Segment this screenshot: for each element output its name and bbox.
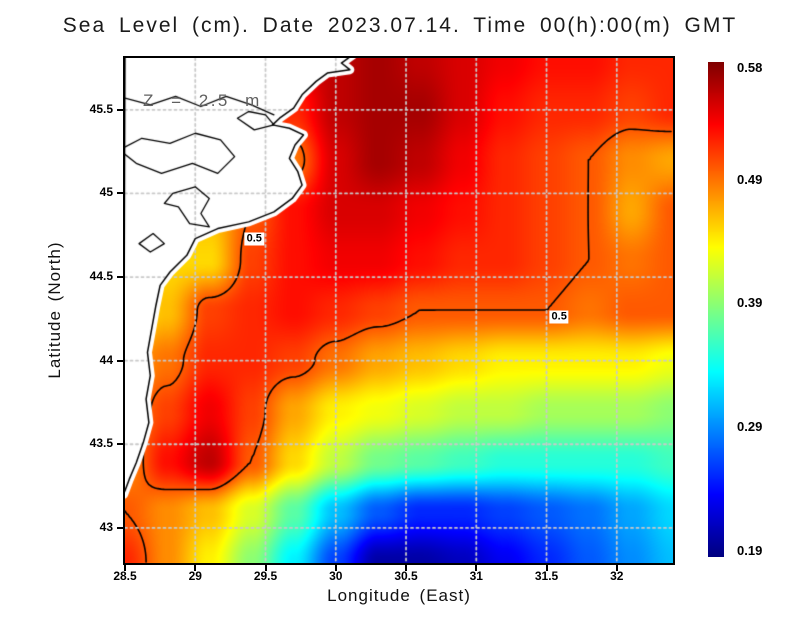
x-tick-label: 31: [469, 569, 483, 583]
colorbar-tick-label: 0.39: [737, 295, 763, 311]
x-tick-label: 30: [329, 569, 343, 583]
colorbar-tick-label: 0.58: [737, 60, 763, 76]
y-tick-mark: [117, 526, 123, 529]
depth-annotation: Z = 2.5 m: [143, 91, 262, 110]
sea-level-heatmap-canvas: [125, 58, 673, 563]
y-tick-label: 43: [99, 519, 113, 534]
colorbar-tick-label: 0.49: [737, 171, 763, 187]
x-tick-label: 29.5: [253, 569, 278, 583]
x-tick-label: 31.5: [534, 569, 559, 583]
y-axis-title: Latitude (North): [45, 241, 64, 379]
x-tick-label: 32: [610, 569, 624, 583]
plot-area: Z = 2.5 m 0.5 0.5: [123, 56, 675, 565]
colorbar-tick-label: 0.19: [737, 542, 763, 558]
chart-title: Sea Level (cm). Date 2023.07.14. Time 00…: [62, 14, 738, 37]
y-tick-label: 45.5: [89, 101, 113, 116]
x-tick-mark: [405, 565, 408, 571]
x-tick-mark: [194, 565, 197, 571]
y-tick-label: 44: [99, 352, 113, 367]
x-tick-mark: [124, 565, 126, 571]
x-tick-label: 29: [188, 569, 202, 583]
y-tick-mark: [117, 192, 123, 195]
x-tick-mark: [615, 565, 618, 571]
colorbar: [708, 62, 724, 557]
x-axis-title: Longitude (East): [327, 586, 471, 605]
x-tick-label: 28.5: [113, 569, 137, 583]
contour-label: 0.5: [549, 310, 569, 324]
y-tick-mark: [117, 108, 123, 111]
contour-label: 0.5: [244, 232, 264, 246]
y-tick-mark: [117, 359, 123, 362]
x-tick-mark: [264, 565, 267, 571]
y-tick-label: 43.5: [89, 436, 113, 451]
y-tick-label: 45: [99, 185, 113, 200]
y-tick-mark: [117, 443, 123, 446]
x-tick-mark: [545, 565, 548, 571]
y-tick-mark: [117, 276, 123, 279]
x-tick-mark: [334, 565, 337, 571]
x-tick-label: 30.5: [394, 569, 418, 583]
colorbar-tick-label: 0.29: [737, 419, 763, 435]
x-tick-mark: [475, 565, 478, 571]
y-tick-label: 44.5: [89, 269, 113, 284]
